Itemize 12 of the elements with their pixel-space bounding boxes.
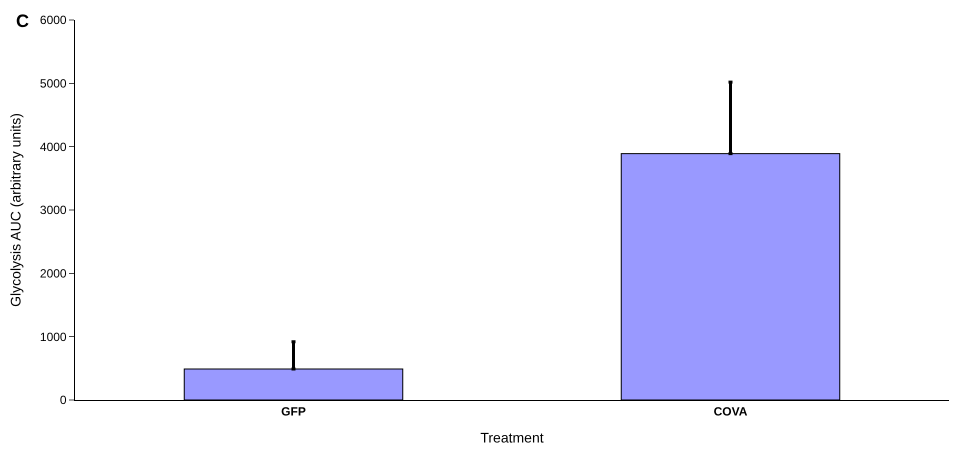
y-tick-label: 1000	[40, 330, 67, 344]
x-tick-label: COVA	[714, 404, 748, 418]
y-tick-label: 3000	[40, 203, 67, 218]
y-tick-label: 5000	[40, 76, 67, 91]
y-tick-label: 2000	[40, 266, 67, 281]
y-tick-label: 4000	[40, 140, 67, 154]
x-tick-label: GFP	[281, 404, 306, 418]
y-tick-label: 6000	[40, 13, 67, 28]
y-axis-title: Glycolysis AUC (arbitrary units)	[7, 113, 24, 307]
x-axis-title: Treatment	[480, 430, 544, 446]
text: C	[16, 11, 29, 31]
y-tick-label: 0	[60, 393, 67, 408]
